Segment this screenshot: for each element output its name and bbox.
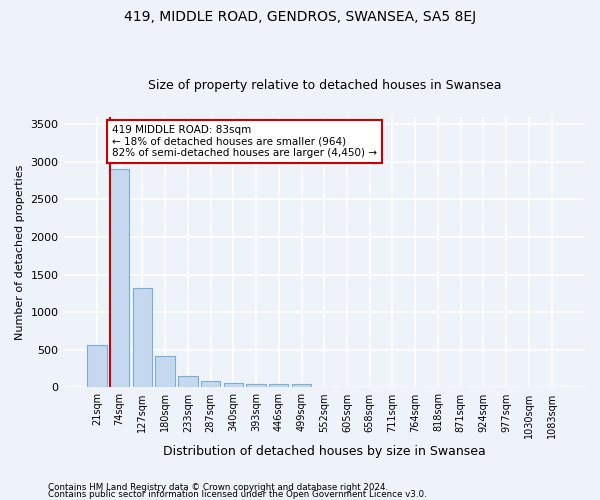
Y-axis label: Number of detached properties: Number of detached properties [15,164,25,340]
Bar [155,356,175,388]
Text: Contains HM Land Registry data © Crown copyright and database right 2024.: Contains HM Land Registry data © Crown c… [48,484,388,492]
Bar [292,384,311,388]
Bar [269,384,289,388]
Bar [201,382,220,388]
X-axis label: Distribution of detached houses by size in Swansea: Distribution of detached houses by size … [163,444,485,458]
Bar [110,170,130,388]
Bar [247,384,266,388]
Text: 419, MIDDLE ROAD, GENDROS, SWANSEA, SA5 8EJ: 419, MIDDLE ROAD, GENDROS, SWANSEA, SA5 … [124,10,476,24]
Bar [133,288,152,388]
Bar [87,344,107,388]
Bar [178,376,197,388]
Title: Size of property relative to detached houses in Swansea: Size of property relative to detached ho… [148,79,501,92]
Text: 419 MIDDLE ROAD: 83sqm
← 18% of detached houses are smaller (964)
82% of semi-de: 419 MIDDLE ROAD: 83sqm ← 18% of detached… [112,125,377,158]
Bar [224,384,243,388]
Text: Contains public sector information licensed under the Open Government Licence v3: Contains public sector information licen… [48,490,427,499]
